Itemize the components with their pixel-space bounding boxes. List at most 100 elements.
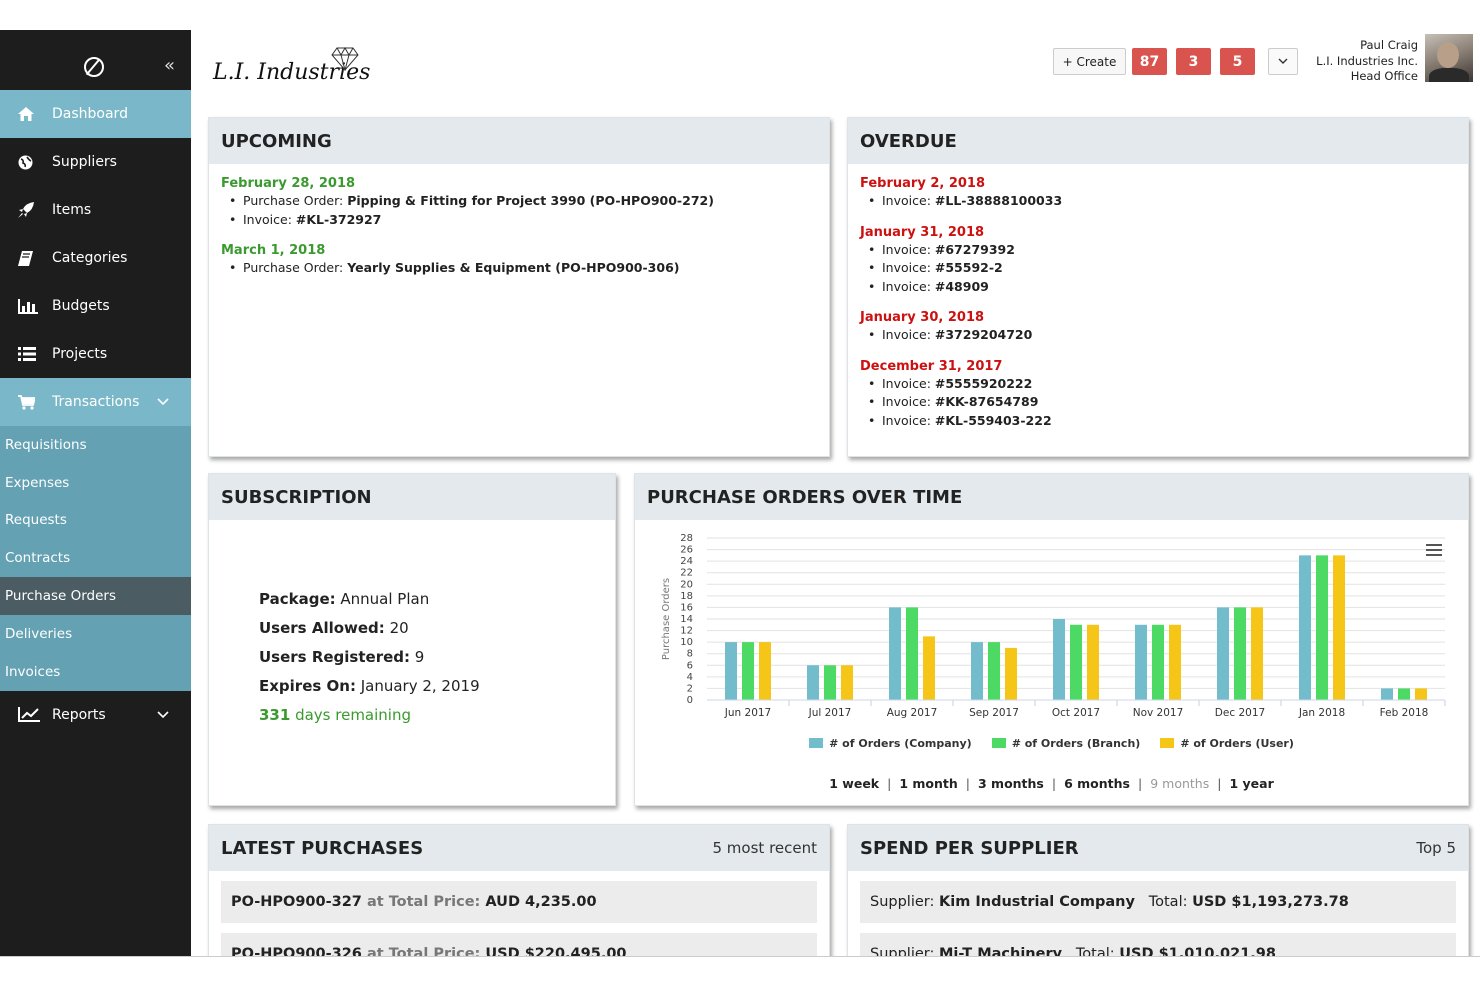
double-chevron-left-icon[interactable]: « [164, 55, 176, 76]
list-item[interactable]: Invoice: #3729204720 [860, 326, 1456, 345]
range-separator: | [1051, 776, 1057, 791]
list-item[interactable]: Invoice: #48909 [860, 278, 1456, 297]
sidebar-subitem-invoices[interactable]: Invoices [5, 663, 61, 680]
sidebar-subitem-expenses[interactable]: Expenses [5, 474, 70, 491]
users-registered-value: 9 [410, 648, 425, 666]
range-1-week[interactable]: 1 week [829, 776, 880, 791]
sidebar-subitem-contracts[interactable]: Contracts [5, 550, 71, 567]
panel-title: OVERDUE [848, 118, 1468, 164]
create-button[interactable]: + Create [1053, 48, 1126, 75]
overdue-date: December 31, 2017 [860, 358, 1003, 374]
sidebar-subitem-requisitions[interactable]: Requisitions [5, 436, 87, 453]
range-1-month[interactable]: 1 month [899, 776, 958, 791]
sidebar-item-categories[interactable]: Categories [0, 234, 191, 282]
cart-icon [18, 394, 52, 410]
x-tick-label: Jun 2017 [724, 707, 771, 719]
sidebar-item-transactions[interactable]: Transactions [0, 378, 191, 426]
bar-chart-icon [18, 298, 52, 314]
sidebar-item-suppliers[interactable]: Suppliers [0, 138, 191, 186]
package-row: Package: Annual Plan [259, 585, 615, 614]
total-label: Total: [1134, 894, 1193, 910]
legend-item[interactable]: # of Orders (Company) [809, 737, 972, 750]
avatar[interactable] [1425, 34, 1473, 82]
notification-badge[interactable]: 3 [1176, 48, 1211, 75]
list-item[interactable]: Invoice: #KL-559403-222 [860, 412, 1456, 431]
list-item[interactable]: Invoice: #55592-2 [860, 259, 1456, 278]
range-separator: | [887, 776, 892, 791]
sidebar-item-items[interactable]: Items [0, 186, 191, 234]
overdue-list: February 2, 2018 Invoice: #LL-3888810003… [848, 164, 1468, 456]
legend-label: # of Orders (User) [1180, 737, 1294, 750]
range-3-months[interactable]: 3 months [978, 776, 1044, 791]
sidebar-item-reports[interactable]: Reports [0, 691, 191, 739]
y-tick-label: 28 [680, 533, 693, 544]
package-label: Package: [259, 590, 336, 608]
item-value: #5555920222 [934, 375, 1033, 391]
upcoming-list: February 28, 2018 Purchase Order: Pippin… [209, 164, 829, 304]
list-item[interactable]: Invoice: #KK-87654789 [860, 393, 1456, 412]
y-tick-label: 8 [687, 649, 693, 660]
list-item[interactable]: Purchase Order: Yearly Supplies & Equipm… [221, 259, 817, 278]
bar [1070, 624, 1082, 700]
app-logo-icon[interactable] [84, 57, 104, 77]
notification-badge[interactable]: 87 [1132, 48, 1167, 75]
range-6-months[interactable]: 6 months [1064, 776, 1130, 791]
list-item[interactable]: PO-HPO900-327 at Total Price: AUD 4,235.… [221, 881, 817, 923]
list-item[interactable]: Supplier: Kim Industrial Company Total: … [860, 881, 1456, 923]
users-allowed-label: Users Allowed: [259, 619, 385, 637]
x-tick-label: Dec 2017 [1215, 707, 1265, 719]
days-remaining: 331 days remaining [259, 701, 615, 730]
item-label: Invoice: [882, 260, 935, 275]
days-remaining-text: days remaining [290, 706, 411, 724]
legend-item[interactable]: # of Orders (Branch) [991, 737, 1140, 750]
list-item[interactable]: Invoice: #5555920222 [860, 375, 1456, 394]
notification-badge[interactable]: 5 [1220, 48, 1255, 75]
brand-logo-text: L.I. Industries [213, 60, 371, 85]
list-item[interactable]: Invoice: #KL-372927 [221, 211, 817, 230]
book-icon [18, 250, 52, 266]
list-item[interactable]: Purchase Order: Pipping & Fitting for Pr… [221, 192, 817, 211]
user-info[interactable]: Paul Craig L.I. Industries Inc. Head Off… [1316, 38, 1418, 85]
sidebar-subitem-purchase-orders[interactable]: Purchase Orders [0, 577, 191, 615]
home-icon [18, 107, 52, 121]
bar [1333, 555, 1345, 700]
overdue-group: January 31, 2018 Invoice: #67279392 Invo… [860, 225, 1456, 297]
sidebar-item-budgets[interactable]: Budgets [0, 282, 191, 330]
range-1-year[interactable]: 1 year [1229, 776, 1274, 791]
spend-per-supplier-panel: SPEND PER SUPPLIER Top 5 Supplier: Kim I… [847, 824, 1469, 975]
hamburger-menu-icon[interactable] [1426, 544, 1442, 556]
package-value: Annual Plan [335, 590, 430, 608]
expires-value: January 2, 2019 [355, 677, 480, 695]
range-9-months[interactable]: 9 months [1150, 776, 1210, 791]
item-value: #48909 [934, 278, 989, 294]
sidebar-item-label: Suppliers [52, 154, 117, 170]
account-dropdown-button[interactable] [1268, 48, 1298, 75]
sidebar-item-label: Reports [52, 706, 106, 723]
y-tick-label: 22 [680, 568, 693, 579]
legend-item[interactable]: # of Orders (User) [1160, 737, 1294, 750]
x-tick-label: Sep 2017 [969, 707, 1019, 719]
sidebar-item-label: Transactions [52, 394, 140, 410]
item-label: Purchase Order: [243, 193, 348, 208]
page-bottom-clip [191, 957, 1480, 987]
sidebar-subitem-requests[interactable]: Requests [5, 512, 67, 529]
item-value: #KK-87654789 [934, 394, 1039, 409]
sidebar-item-projects[interactable]: Projects [0, 330, 191, 378]
sidebar-subitem-deliveries[interactable]: Deliveries [5, 625, 73, 642]
bar [824, 665, 836, 700]
x-tick-label: Oct 2017 [1052, 707, 1100, 719]
bar [988, 642, 1000, 700]
panel-title: UPCOMING [209, 118, 829, 164]
list-item[interactable]: Invoice: #LL-38888100033 [860, 192, 1456, 211]
item-label: Invoice: [882, 327, 935, 342]
sidebar-item-label: Categories [52, 250, 128, 266]
sidebar-item-dashboard[interactable]: Dashboard [0, 90, 191, 138]
item-value: Yearly Supplies & Equipment (PO-HPO900-3… [347, 260, 680, 275]
y-tick-label: 18 [680, 591, 693, 602]
y-tick-label: 6 [687, 660, 693, 671]
price-value: AUD 4,235.00 [485, 894, 597, 910]
panel-subtitle: 5 most recent [712, 839, 818, 857]
bar [1135, 624, 1147, 700]
list-item[interactable]: Invoice: #67279392 [860, 241, 1456, 260]
user-company: L.I. Industries Inc. [1316, 53, 1418, 68]
